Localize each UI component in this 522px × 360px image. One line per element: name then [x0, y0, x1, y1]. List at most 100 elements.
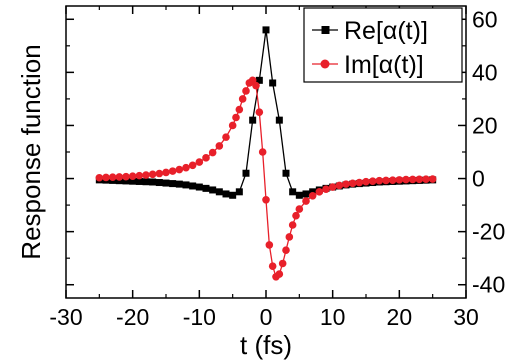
data-point — [262, 195, 270, 204]
data-point — [362, 177, 370, 186]
x-tick-label: 30 — [453, 304, 479, 330]
data-point — [252, 81, 260, 90]
data-point — [232, 113, 240, 122]
data-point — [269, 79, 277, 87]
data-point — [155, 169, 164, 178]
data-point — [302, 197, 310, 205]
x-tick-label: 0 — [260, 304, 273, 330]
data-point — [282, 169, 290, 177]
data-point — [168, 167, 177, 175]
data-point — [235, 105, 244, 114]
data-point — [249, 116, 257, 124]
data-point — [95, 173, 104, 182]
plot-area — [95, 26, 437, 281]
data-point — [308, 192, 317, 200]
data-point — [282, 246, 290, 255]
data-point — [115, 173, 124, 181]
data-point — [108, 173, 117, 182]
data-point — [395, 176, 404, 184]
data-point — [285, 233, 294, 241]
data-point — [162, 179, 170, 187]
legend: Re[α(t)] Im[α(t)] — [303, 7, 463, 83]
data-point — [368, 177, 377, 185]
data-point — [382, 176, 390, 185]
data-point — [102, 173, 110, 182]
data-point — [222, 133, 230, 141]
data-point — [402, 175, 410, 184]
data-point — [289, 188, 297, 196]
data-point — [275, 116, 283, 124]
data-point — [182, 181, 190, 189]
data-point — [202, 184, 210, 192]
data-point — [342, 180, 350, 188]
y-tick-label: 40 — [472, 59, 498, 85]
data-point — [258, 148, 267, 156]
x-tick-label: -10 — [183, 304, 216, 330]
data-point — [135, 171, 144, 180]
data-point — [195, 183, 203, 191]
data-point — [328, 183, 337, 191]
data-point — [215, 142, 224, 150]
legend-label-1: Im[α(t)] — [344, 51, 424, 79]
data-point — [175, 165, 184, 174]
data-point — [238, 95, 247, 103]
x-tick-label: -20 — [116, 304, 149, 330]
data-point — [278, 259, 287, 268]
data-point — [355, 178, 364, 187]
y-tick-label: -40 — [472, 272, 505, 298]
data-point — [149, 178, 157, 186]
legend-marker-square — [321, 26, 330, 34]
data-point — [255, 76, 263, 84]
legend-label-0: Re[α(t)] — [344, 17, 428, 45]
data-point — [182, 163, 190, 172]
data-point — [295, 205, 304, 213]
data-point — [215, 188, 223, 196]
data-point — [375, 176, 384, 185]
data-point — [268, 262, 277, 270]
data-point — [335, 181, 344, 190]
data-point — [208, 148, 217, 157]
data-point — [228, 121, 237, 130]
legend-box — [303, 7, 463, 83]
data-point — [169, 180, 177, 188]
data-point — [242, 87, 250, 95]
y-tick-label: -20 — [472, 219, 505, 245]
data-point — [422, 175, 430, 184]
data-point — [122, 177, 130, 185]
data-point — [262, 26, 270, 34]
data-point — [122, 172, 130, 181]
data-point — [348, 179, 357, 188]
data-point — [175, 180, 183, 188]
data-point — [275, 270, 284, 278]
data-point — [295, 191, 303, 199]
data-point — [255, 108, 264, 116]
axes: -30 -20 -10 0 10 20 30 -40 -20 0 20 40 60 t (fs) Respo… — [16, 5, 505, 360]
y-tick-label: 20 — [472, 112, 498, 138]
data-point — [309, 188, 317, 196]
data-point — [288, 221, 297, 229]
x-tick-label: -30 — [49, 304, 82, 330]
y-axis-title: Response function — [16, 44, 46, 259]
data-point — [408, 175, 417, 184]
data-point — [292, 211, 300, 220]
x-axis-title: t (fs) — [240, 330, 292, 360]
y-tick-label: 60 — [472, 6, 498, 32]
data-point — [415, 175, 424, 184]
y-tick-label: 0 — [472, 166, 485, 192]
data-point — [265, 241, 274, 249]
data-point — [229, 191, 237, 199]
data-point — [162, 168, 170, 177]
data-point — [322, 185, 330, 193]
data-point — [202, 154, 210, 162]
data-point — [155, 179, 163, 187]
data-point — [388, 176, 397, 184]
data-point — [302, 190, 310, 198]
data-point — [428, 175, 437, 183]
x-tick-label: 10 — [320, 304, 346, 330]
data-point — [188, 161, 197, 170]
legend-marker-circle — [320, 59, 330, 69]
data-point — [189, 182, 197, 190]
data-point — [195, 158, 204, 166]
data-point — [142, 178, 150, 186]
